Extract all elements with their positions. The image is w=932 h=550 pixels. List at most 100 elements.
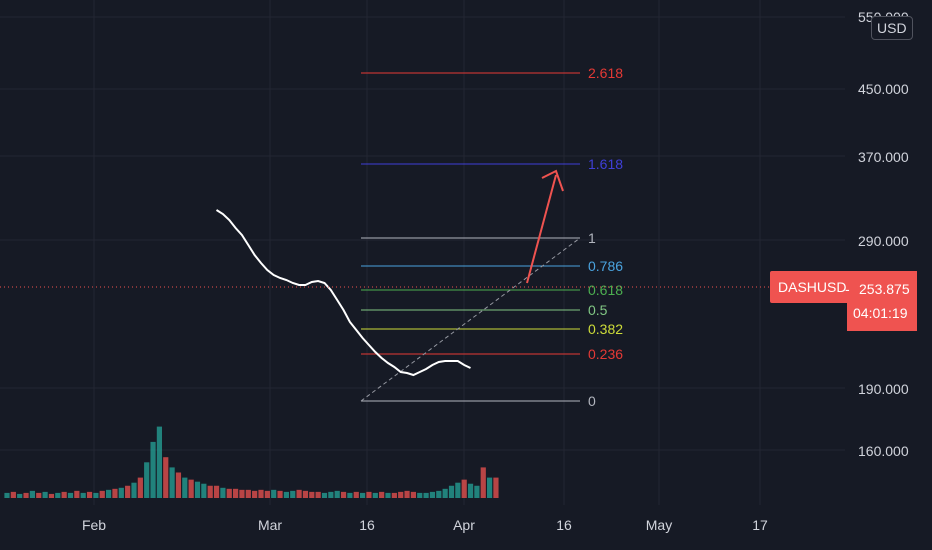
volume-bar [220, 487, 226, 498]
moving-average-line [215, 209, 471, 377]
volume-bar [118, 487, 124, 498]
volume-bar [347, 492, 353, 498]
volume-bar [245, 489, 251, 498]
time-tick-label: Feb [82, 517, 106, 533]
volume-bar [239, 489, 245, 498]
volume-bar [302, 490, 309, 498]
volume-bar [93, 492, 99, 498]
volume-bar [480, 467, 486, 498]
volume-bar [442, 488, 448, 498]
volume-bar [423, 492, 429, 498]
volume-bar [436, 490, 442, 498]
fibonacci-extension[interactable]: 2.618 1.618 1 0.786 0.618 0.5 0.382 0.236 0 [360, 65, 623, 409]
fib-level-label: 0.5 [588, 302, 608, 318]
fib-level-label: 1.618 [588, 156, 623, 172]
volume-bar [175, 472, 182, 498]
price-tick-label: 190.000 [858, 381, 909, 397]
volume-bar [290, 490, 296, 498]
volume-bar [48, 493, 55, 498]
price-tick-label: 450.000 [858, 81, 909, 97]
time-axis[interactable]: Feb Mar 16 Apr 16 May 17 [82, 517, 768, 533]
volume-bar [321, 492, 328, 498]
volume-bars [4, 426, 499, 498]
volume-bar [283, 491, 289, 498]
price-tick-label: 160.000 [858, 443, 909, 459]
volume-bar [461, 479, 467, 498]
last-price-tag: - 253.875 04:01:19 [845, 271, 917, 331]
volume-bar [207, 485, 213, 498]
volume-bar [137, 477, 143, 498]
volume-bar [398, 491, 404, 498]
time-tick-label: 17 [752, 517, 768, 533]
volume-bar [163, 457, 169, 498]
volume-bar [334, 490, 340, 498]
volume-bar [385, 492, 391, 498]
fib-level-label: 0.618 [588, 282, 623, 298]
bar-countdown: 04:01:19 [853, 305, 908, 321]
volume-bar [182, 477, 188, 498]
fib-level-label: 1 [588, 230, 596, 246]
volume-bar [150, 441, 156, 498]
volume-bar [493, 477, 499, 498]
volume-bar [429, 491, 436, 498]
volume-bar [213, 485, 220, 498]
symbol-label[interactable]: DASHUSD [770, 271, 847, 303]
volume-bar [4, 492, 10, 498]
volume-bar [487, 477, 493, 498]
volume-bar [188, 479, 194, 498]
volume-bar [417, 492, 423, 498]
volume-bar [233, 488, 239, 498]
volume-bar [61, 491, 67, 498]
time-tick-label: 16 [359, 517, 375, 533]
moving-average [215, 209, 471, 377]
volume-bar [340, 491, 347, 498]
volume-bar [448, 485, 455, 498]
fib-trend-line [360, 237, 581, 402]
volume-bar [391, 492, 397, 498]
volume-bar [194, 481, 201, 498]
volume-bar [379, 491, 385, 498]
volume-bar [353, 491, 359, 498]
time-tick-label: Mar [258, 517, 282, 533]
volume-bar [277, 490, 283, 498]
volume-bar [74, 490, 80, 498]
price-tick-label: 370.000 [858, 149, 909, 165]
volume-bar [29, 490, 35, 498]
volume-bar [17, 493, 23, 498]
volume-bar [252, 490, 258, 498]
volume-bar [366, 491, 372, 498]
fib-level-label: 2.618 [588, 65, 623, 81]
volume-bar [264, 490, 270, 498]
volume-bar [315, 491, 321, 498]
volume-bar [125, 485, 131, 498]
volume-bar [271, 489, 277, 498]
currency-badge[interactable]: USD [871, 16, 913, 40]
volume-bar [328, 491, 334, 498]
last-price-value: 253.875 [859, 281, 910, 297]
volume-bar [474, 485, 480, 498]
volume-bar [455, 482, 461, 498]
fib-level-label: 0.236 [588, 346, 623, 362]
volume-bar [410, 491, 416, 498]
volume-bar [467, 483, 474, 498]
volume-bar [10, 491, 16, 498]
volume-bar [258, 489, 264, 498]
volume-bar [156, 426, 162, 498]
volume-bar [226, 488, 232, 498]
volume-bar [372, 492, 378, 498]
volume-bar [309, 491, 315, 498]
fib-level-label: 0.382 [588, 321, 623, 337]
projection-arrow [526, 169, 564, 284]
time-tick-label: Apr [453, 517, 475, 533]
time-tick-label: May [646, 517, 672, 533]
time-tick-label: 16 [556, 517, 572, 533]
volume-bar [106, 489, 112, 498]
volume-bar [360, 492, 366, 498]
volume-bar [67, 492, 74, 498]
volume-bar [201, 483, 207, 498]
projection-arrow-head [541, 169, 564, 192]
volume-bar [169, 467, 175, 498]
price-tick-label: 290.000 [858, 233, 909, 249]
volume-bar [144, 462, 150, 498]
volume-bar [112, 488, 118, 498]
